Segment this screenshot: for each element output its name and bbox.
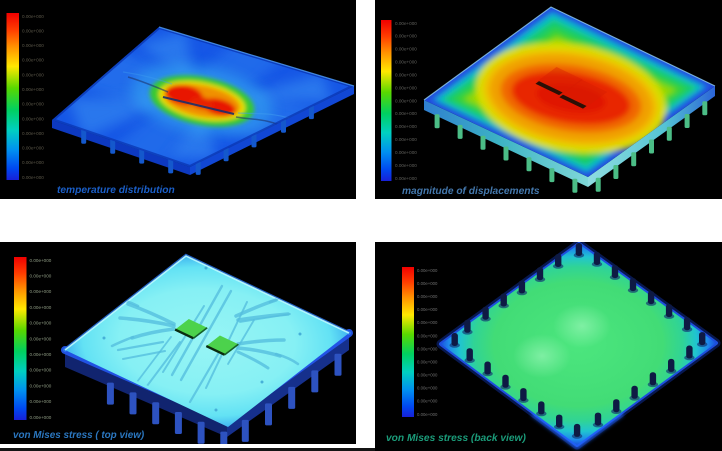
- svg-text:0.00e+000: 0.00e+000: [417, 268, 438, 273]
- svg-text:0.00e+000: 0.00e+000: [395, 98, 417, 103]
- svg-text:0.00e+000: 0.00e+000: [22, 14, 44, 19]
- svg-text:0.00e+000: 0.00e+000: [22, 175, 44, 180]
- svg-text:0.00e+000: 0.00e+000: [395, 85, 417, 90]
- svg-text:0.00e+000: 0.00e+000: [30, 305, 52, 310]
- svg-text:0.00e+000: 0.00e+000: [395, 150, 417, 155]
- svg-text:0.00e+000: 0.00e+000: [22, 116, 44, 121]
- svg-text:0.00e+000: 0.00e+000: [30, 321, 52, 326]
- svg-text:0.00e+000: 0.00e+000: [30, 258, 52, 263]
- svg-text:0.00e+000: 0.00e+000: [30, 352, 52, 357]
- svg-text:0.00e+000: 0.00e+000: [30, 336, 52, 341]
- svg-text:magnitude of displacements: magnitude of displacements: [402, 186, 540, 197]
- svg-text:0.00e+000: 0.00e+000: [395, 21, 417, 26]
- svg-text:0.00e+000: 0.00e+000: [395, 47, 417, 52]
- svg-text:von Mises stress ( top view): von Mises stress ( top view): [13, 430, 144, 441]
- svg-text:0.00e+000: 0.00e+000: [395, 124, 417, 129]
- svg-text:0.00e+000: 0.00e+000: [417, 346, 438, 351]
- svg-text:0.00e+000: 0.00e+000: [395, 72, 417, 77]
- svg-text:0.00e+000: 0.00e+000: [30, 383, 52, 388]
- svg-text:0.00e+000: 0.00e+000: [30, 399, 52, 404]
- svg-text:0.00e+000: 0.00e+000: [395, 163, 417, 168]
- svg-text:0.00e+000: 0.00e+000: [417, 281, 438, 286]
- svg-text:0.00e+000: 0.00e+000: [30, 289, 52, 294]
- svg-text:0.00e+000: 0.00e+000: [22, 131, 44, 136]
- svg-text:0.00e+000: 0.00e+000: [30, 415, 52, 420]
- svg-text:0.00e+000: 0.00e+000: [395, 111, 417, 116]
- svg-text:0.00e+000: 0.00e+000: [417, 294, 438, 299]
- svg-text:0.00e+000: 0.00e+000: [30, 274, 52, 279]
- svg-text:0.00e+000: 0.00e+000: [417, 359, 438, 364]
- svg-text:0.00e+000: 0.00e+000: [395, 34, 417, 39]
- svg-text:0.00e+000: 0.00e+000: [22, 28, 44, 33]
- svg-text:0.00e+000: 0.00e+000: [22, 87, 44, 92]
- svg-text:0.00e+000: 0.00e+000: [30, 368, 52, 373]
- svg-text:0.00e+000: 0.00e+000: [417, 386, 438, 391]
- svg-text:0.00e+000: 0.00e+000: [417, 399, 438, 404]
- svg-text:0.00e+000: 0.00e+000: [395, 137, 417, 142]
- svg-text:0.00e+000: 0.00e+000: [417, 320, 438, 325]
- svg-text:0.00e+000: 0.00e+000: [22, 160, 44, 165]
- svg-text:0.00e+000: 0.00e+000: [417, 373, 438, 378]
- svg-text:0.00e+000: 0.00e+000: [22, 43, 44, 48]
- svg-text:temperature distribution: temperature distribution: [57, 185, 175, 196]
- svg-text:0.00e+000: 0.00e+000: [22, 58, 44, 63]
- svg-text:0.00e+000: 0.00e+000: [417, 333, 438, 338]
- svg-text:0.00e+000: 0.00e+000: [395, 176, 417, 181]
- svg-text:0.00e+000: 0.00e+000: [22, 146, 44, 151]
- svg-text:0.00e+000: 0.00e+000: [22, 102, 44, 107]
- svg-text:0.00e+000: 0.00e+000: [22, 72, 44, 77]
- svg-text:0.00e+000: 0.00e+000: [417, 307, 438, 312]
- svg-text:0.00e+000: 0.00e+000: [395, 60, 417, 65]
- svg-text:von Mises stress (back view): von Mises stress (back view): [386, 433, 526, 444]
- svg-text:0.00e+000: 0.00e+000: [417, 412, 438, 417]
